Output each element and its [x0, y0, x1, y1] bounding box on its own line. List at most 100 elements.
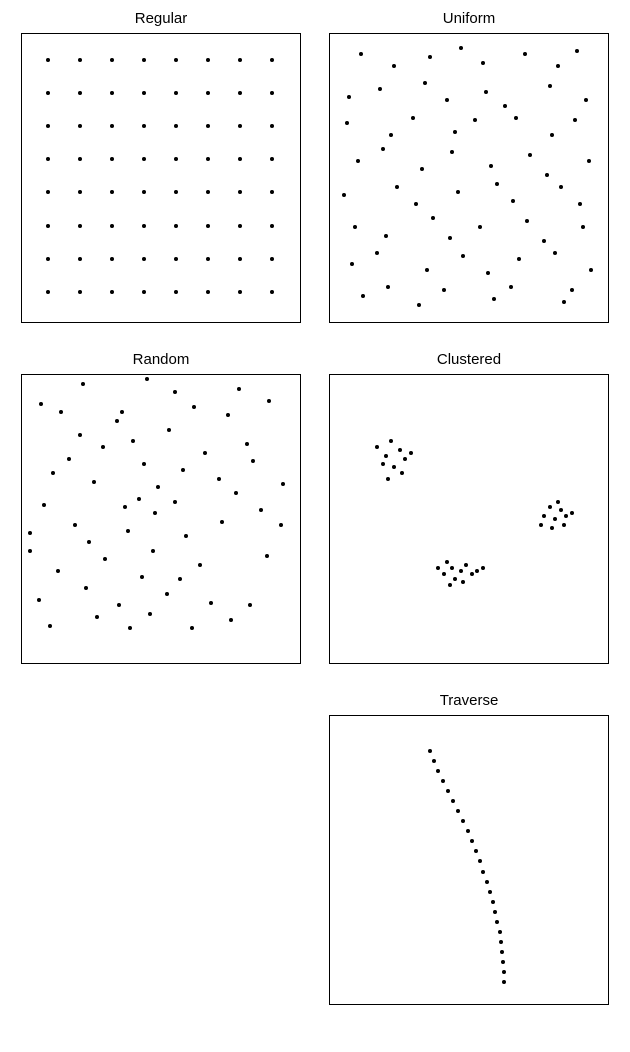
- data-point: [103, 557, 107, 561]
- data-point: [436, 769, 440, 773]
- data-point: [270, 124, 274, 128]
- data-point: [37, 598, 41, 602]
- data-point: [432, 759, 436, 763]
- data-point: [589, 268, 593, 272]
- data-point: [126, 529, 130, 533]
- panel-clustered: Clustered: [326, 351, 612, 664]
- panel-title-uniform: Uniform: [443, 10, 496, 27]
- data-point: [502, 980, 506, 984]
- data-point: [392, 64, 396, 68]
- data-point: [381, 147, 385, 151]
- data-point: [270, 91, 274, 95]
- data-point: [466, 829, 470, 833]
- data-point: [165, 592, 169, 596]
- data-point: [67, 457, 71, 461]
- data-point: [423, 81, 427, 85]
- data-point: [137, 497, 141, 501]
- data-point: [87, 540, 91, 544]
- data-point: [142, 462, 146, 466]
- data-point: [474, 849, 478, 853]
- panel-regular: Regular: [18, 10, 304, 323]
- data-point: [398, 448, 402, 452]
- data-point: [542, 239, 546, 243]
- data-point: [539, 523, 543, 527]
- data-point: [131, 439, 135, 443]
- data-point: [575, 49, 579, 53]
- data-point: [156, 485, 160, 489]
- data-point: [425, 268, 429, 272]
- data-point: [238, 257, 242, 261]
- data-point: [359, 52, 363, 56]
- data-point: [384, 454, 388, 458]
- data-point: [523, 52, 527, 56]
- data-point: [475, 569, 479, 573]
- data-point: [142, 190, 146, 194]
- data-point: [145, 377, 149, 381]
- data-point: [110, 91, 114, 95]
- data-point: [81, 382, 85, 386]
- data-point: [279, 523, 283, 527]
- data-point: [448, 236, 452, 240]
- data-point: [448, 583, 452, 587]
- data-point: [403, 457, 407, 461]
- data-point: [481, 566, 485, 570]
- data-point: [28, 549, 32, 553]
- data-point: [46, 257, 50, 261]
- data-point: [142, 91, 146, 95]
- data-point: [181, 468, 185, 472]
- data-point: [42, 503, 46, 507]
- data-point: [174, 58, 178, 62]
- data-point: [411, 116, 415, 120]
- data-point: [499, 940, 503, 944]
- data-point: [128, 626, 132, 630]
- data-point: [570, 288, 574, 292]
- data-point: [46, 157, 50, 161]
- data-point: [548, 505, 552, 509]
- data-point: [453, 130, 457, 134]
- plot-box-random: [21, 374, 301, 664]
- data-point: [206, 157, 210, 161]
- data-point: [101, 445, 105, 449]
- data-point: [481, 870, 485, 874]
- data-point: [270, 290, 274, 294]
- data-point: [192, 405, 196, 409]
- data-point: [446, 789, 450, 793]
- data-point: [184, 534, 188, 538]
- data-point: [431, 216, 435, 220]
- data-point: [78, 124, 82, 128]
- data-point: [470, 839, 474, 843]
- data-point: [511, 199, 515, 203]
- data-point: [550, 133, 554, 137]
- data-point: [110, 124, 114, 128]
- data-point: [445, 98, 449, 102]
- data-point: [110, 290, 114, 294]
- data-point: [270, 157, 274, 161]
- data-point: [217, 477, 221, 481]
- data-point: [48, 624, 52, 628]
- data-point: [142, 124, 146, 128]
- data-point: [270, 257, 274, 261]
- data-point: [384, 234, 388, 238]
- data-point: [78, 91, 82, 95]
- data-point: [270, 224, 274, 228]
- data-point: [234, 491, 238, 495]
- data-point: [120, 410, 124, 414]
- data-point: [173, 390, 177, 394]
- data-point: [238, 91, 242, 95]
- data-point: [245, 442, 249, 446]
- data-point: [167, 428, 171, 432]
- data-point: [28, 531, 32, 535]
- data-point: [238, 58, 242, 62]
- data-point: [259, 508, 263, 512]
- data-point: [517, 257, 521, 261]
- data-point: [238, 224, 242, 228]
- data-point: [238, 190, 242, 194]
- data-point: [514, 116, 518, 120]
- data-point: [559, 185, 563, 189]
- panel-traverse: Traverse: [326, 692, 612, 1005]
- data-point: [386, 285, 390, 289]
- data-point: [342, 193, 346, 197]
- data-point: [46, 91, 50, 95]
- data-point: [461, 580, 465, 584]
- data-point: [478, 859, 482, 863]
